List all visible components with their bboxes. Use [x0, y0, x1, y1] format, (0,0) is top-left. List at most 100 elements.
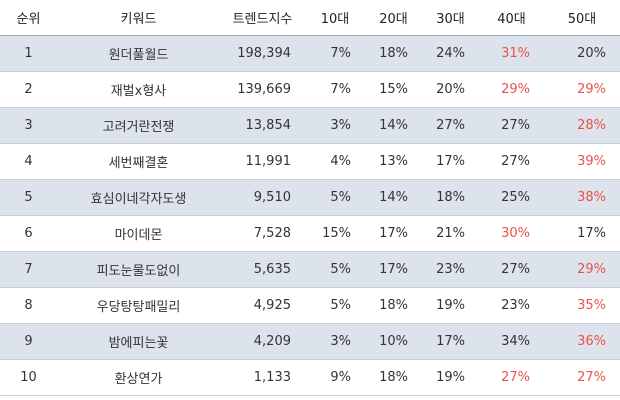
table-row: 6 마이데몬 7,528 15% 17% 21% 30% 17%	[0, 215, 620, 252]
age-share-cell: 28%	[544, 107, 620, 144]
age-share-cell: 18%	[365, 35, 422, 72]
table-row: 4 세번째결혼 11,991 4% 13% 17% 27% 39%	[0, 143, 620, 180]
trend-cell: 5,635	[220, 251, 305, 288]
keyword-cell: 효심이네각자도생	[57, 179, 220, 216]
age-share-cell: 24%	[422, 35, 479, 72]
age-share-cell: 14%	[365, 107, 422, 144]
trend-cell: 4,925	[220, 287, 305, 324]
age-share-cell: 17%	[544, 215, 620, 252]
keyword-cell: 세번째결혼	[57, 143, 220, 180]
keyword-cell: 환상연가	[57, 359, 220, 396]
age-share-cell: 27%	[479, 107, 544, 144]
keyword-cell: 재벌x형사	[57, 71, 220, 108]
age-share-cell: 3%	[305, 107, 365, 144]
trend-cell: 13,854	[220, 107, 305, 144]
keyword-cell: 고려거란전쟁	[57, 107, 220, 144]
keyword-cell: 마이데몬	[57, 215, 220, 252]
rank-cell: 3	[0, 107, 57, 144]
keyword-cell: 피도눈물도없이	[57, 251, 220, 288]
age-share-cell: 29%	[544, 71, 620, 108]
age-share-cell: 27%	[479, 359, 544, 396]
trend-cell: 7,528	[220, 215, 305, 252]
trend-cell: 4,209	[220, 323, 305, 360]
age-share-cell: 29%	[479, 71, 544, 108]
age-share-cell: 18%	[365, 359, 422, 396]
table-row: 7 피도눈물도없이 5,635 5% 17% 23% 27% 29%	[0, 251, 620, 288]
age-share-cell: 27%	[479, 251, 544, 288]
age-share-cell: 38%	[544, 179, 620, 216]
rank-cell: 10	[0, 359, 57, 396]
rank-cell: 9	[0, 323, 57, 360]
trend-cell: 1,133	[220, 359, 305, 396]
keyword-cell: 원더풀월드	[57, 35, 220, 72]
table-row: 2 재벌x형사 139,669 7% 15% 20% 29% 29%	[0, 71, 620, 108]
age-share-cell: 36%	[544, 323, 620, 360]
table-row: 3 고려거란전쟁 13,854 3% 14% 27% 27% 28%	[0, 107, 620, 144]
age-share-cell: 14%	[365, 179, 422, 216]
rank-cell: 5	[0, 179, 57, 216]
rank-cell: 2	[0, 71, 57, 108]
header-cell: 50대	[544, 0, 620, 36]
header-cell: 30대	[422, 0, 479, 36]
age-share-cell: 23%	[422, 251, 479, 288]
rank-cell: 7	[0, 251, 57, 288]
age-share-cell: 18%	[422, 179, 479, 216]
age-share-cell: 10%	[365, 323, 422, 360]
rank-cell: 4	[0, 143, 57, 180]
age-share-cell: 25%	[479, 179, 544, 216]
age-share-cell: 30%	[479, 215, 544, 252]
age-share-cell: 7%	[305, 71, 365, 108]
header-cell: 순위	[0, 0, 57, 36]
header-cell: 키워드	[57, 0, 220, 36]
age-share-cell: 27%	[544, 359, 620, 396]
header-row: 순위 키워드 트렌드지수 10대 20대 30대 40대 50대	[0, 0, 620, 36]
age-share-cell: 31%	[479, 35, 544, 72]
age-share-cell: 4%	[305, 143, 365, 180]
age-share-cell: 15%	[365, 71, 422, 108]
keyword-cell: 밤에피는꽃	[57, 323, 220, 360]
age-share-cell: 29%	[544, 251, 620, 288]
age-share-cell: 21%	[422, 215, 479, 252]
age-share-cell: 34%	[479, 323, 544, 360]
table-row: 5 효심이네각자도생 9,510 5% 14% 18% 25% 38%	[0, 179, 620, 216]
age-share-cell: 18%	[365, 287, 422, 324]
age-share-cell: 17%	[422, 143, 479, 180]
trend-cell: 198,394	[220, 35, 305, 72]
age-share-cell: 20%	[422, 71, 479, 108]
header-cell: 트렌드지수	[220, 0, 305, 36]
age-share-cell: 39%	[544, 143, 620, 180]
age-share-cell: 23%	[479, 287, 544, 324]
age-share-cell: 7%	[305, 35, 365, 72]
table-row: 1 원더풀월드 198,394 7% 18% 24% 31% 20%	[0, 35, 620, 72]
rank-cell: 8	[0, 287, 57, 324]
age-share-cell: 20%	[544, 35, 620, 72]
age-share-cell: 5%	[305, 287, 365, 324]
age-share-cell: 5%	[305, 179, 365, 216]
header-cell: 20대	[365, 0, 422, 36]
age-share-cell: 27%	[422, 107, 479, 144]
table-row: 10 환상연가 1,133 9% 18% 19% 27% 27%	[0, 359, 620, 396]
trend-cell: 9,510	[220, 179, 305, 216]
age-share-cell: 5%	[305, 251, 365, 288]
age-share-cell: 17%	[365, 215, 422, 252]
keyword-cell: 우당탕탕패밀리	[57, 287, 220, 324]
age-share-cell: 3%	[305, 323, 365, 360]
table-row: 8 우당탕탕패밀리 4,925 5% 18% 19% 23% 35%	[0, 287, 620, 324]
trend-cell: 11,991	[220, 143, 305, 180]
age-share-cell: 35%	[544, 287, 620, 324]
age-share-cell: 15%	[305, 215, 365, 252]
header-cell: 10대	[305, 0, 365, 36]
age-share-cell: 13%	[365, 143, 422, 180]
age-share-cell: 19%	[422, 359, 479, 396]
rank-cell: 1	[0, 35, 57, 72]
trend-cell: 139,669	[220, 71, 305, 108]
age-share-cell: 17%	[422, 323, 479, 360]
age-share-cell: 19%	[422, 287, 479, 324]
rank-cell: 6	[0, 215, 57, 252]
age-share-cell: 9%	[305, 359, 365, 396]
age-share-cell: 27%	[479, 143, 544, 180]
header-cell: 40대	[479, 0, 544, 36]
table-row: 9 밤에피는꽃 4,209 3% 10% 17% 34% 36%	[0, 323, 620, 360]
